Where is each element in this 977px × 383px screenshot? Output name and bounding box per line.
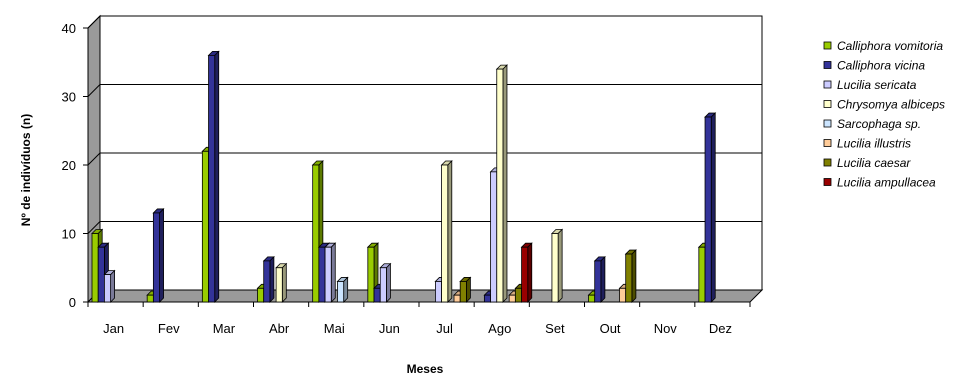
legend-swatch — [823, 178, 832, 186]
gridline-side — [87, 221, 101, 234]
legend-swatch — [823, 139, 832, 147]
x-axis-label: Meses — [407, 362, 444, 376]
bar — [207, 50, 220, 303]
legend-entry: Lucilia ampullacea — [823, 176, 936, 190]
bar — [459, 276, 472, 303]
y-tick-label: 40 — [62, 21, 76, 36]
legend-entry: Sarcophaga sp. — [823, 117, 921, 131]
legend-label: Chrysomya albiceps — [837, 98, 945, 112]
bar — [593, 255, 606, 303]
bar — [262, 255, 275, 303]
legend-swatch — [823, 41, 832, 50]
legend-label: Lucilia illustris — [837, 137, 911, 151]
legend-label: Calliphora vomitoria — [837, 39, 943, 53]
x-tick-label: Dez — [709, 321, 732, 336]
x-tick-label: Mar — [213, 321, 236, 336]
legend-swatch — [823, 100, 832, 108]
y-tick-label: 0 — [69, 295, 76, 310]
legend-entry: Lucilia sericata — [823, 78, 917, 92]
bar — [550, 228, 564, 303]
legend-entry: Chrysomya albiceps — [823, 98, 945, 112]
y-axis-ticks: 0 10 20 30 40 — [62, 21, 89, 310]
x-tick-label: Nov — [654, 321, 678, 336]
x-tick-label: Jun — [379, 321, 400, 336]
x-tick-label: Fev — [158, 321, 180, 336]
x-axis-ticks: Jan Fev Mar Abr Mai Jun Jul Ago Set Out Nov Dez — [87, 302, 751, 336]
x-tick-label: Ago — [488, 321, 511, 336]
bar — [152, 207, 165, 303]
legend-entry: Lucilia caesar — [823, 156, 911, 170]
x-tick-label: Jan — [103, 321, 124, 336]
gridline-side — [87, 84, 101, 97]
legend-swatch — [823, 158, 832, 167]
bar — [336, 276, 349, 303]
bar — [704, 112, 717, 303]
legend-entry: Calliphora vicina — [823, 59, 925, 73]
bars — [91, 50, 717, 303]
bar — [324, 242, 337, 303]
x-tick-label: Abr — [269, 321, 290, 336]
y-tick-label: 20 — [62, 158, 76, 173]
legend-label: Lucilia sericata — [837, 78, 917, 92]
legend-label: Lucilia caesar — [837, 156, 911, 170]
legend-entry: Lucilia illustris — [823, 137, 911, 151]
bar — [275, 262, 288, 303]
floor — [86, 289, 764, 303]
bar — [520, 242, 533, 303]
x-tick-label: Out — [600, 321, 621, 336]
legend-entry: Calliphora vomitoria — [823, 39, 943, 53]
bar — [495, 64, 508, 303]
x-tick-label: Mai — [324, 321, 345, 336]
gridline-side — [87, 15, 101, 29]
legend-swatch — [823, 119, 832, 128]
gridline-side — [87, 152, 101, 166]
legend-swatch — [823, 61, 832, 69]
legend: Calliphora vomitoria Calliphora vicina Luc… — [823, 39, 945, 190]
y-tick-label: 30 — [62, 90, 76, 105]
x-tick-label: Set — [545, 321, 565, 336]
bar — [379, 262, 392, 303]
chart-frame — [86, 14, 764, 304]
x-tick-label: Jul — [436, 321, 453, 336]
legend-label: Calliphora vicina — [837, 59, 925, 73]
bar — [103, 269, 116, 303]
legend-label: Sarcophaga sp. — [837, 117, 921, 131]
bar — [440, 160, 453, 303]
bar — [624, 249, 637, 303]
legend-swatch — [823, 80, 832, 89]
y-axis-label: Nº de indivíduos (n) — [19, 114, 33, 226]
legend-label: Lucilia ampullacea — [837, 176, 936, 190]
y-tick-label: 10 — [62, 227, 76, 242]
